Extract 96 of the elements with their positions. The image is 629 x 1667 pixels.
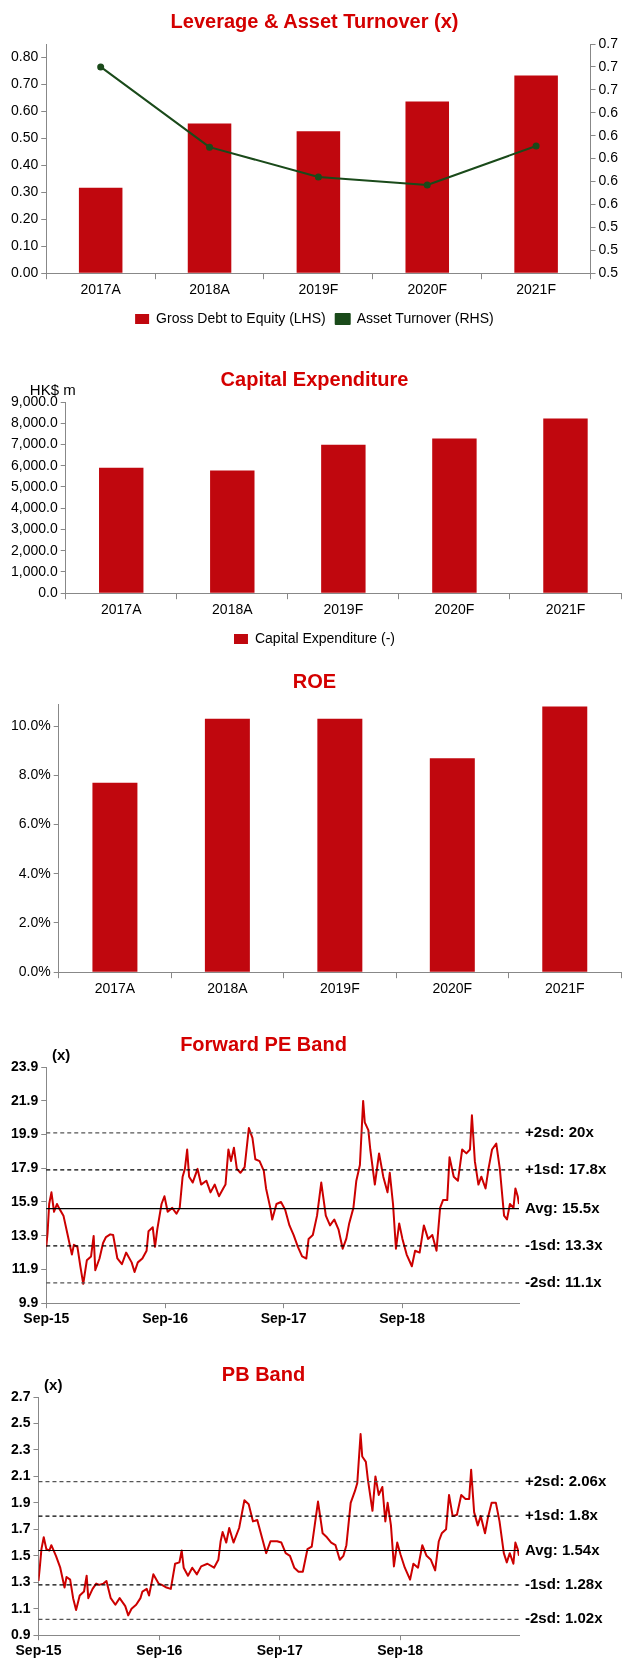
y-tick-label: 0.9: [10, 1626, 31, 1643]
x-tick-label: 2017A: [101, 601, 143, 618]
chart-title: Capital Expenditure: [220, 367, 409, 390]
y-tick-label: 19.9: [11, 1125, 39, 1142]
y-tick-label: 0.50: [11, 129, 39, 146]
y-tick-label: 15.9: [11, 1192, 39, 1209]
x-tick-label: 2019F: [320, 980, 360, 997]
y2-tick-label: 0.7: [598, 80, 619, 97]
ref-line-label: Avg: 15.5x: [525, 1198, 601, 1216]
y2-tick-label: 0.6: [598, 149, 619, 166]
y-tick-label: 11.9: [11, 1260, 39, 1277]
y-tick-label: 9.9: [18, 1294, 39, 1311]
chart-title: PB Band: [221, 1362, 306, 1385]
x-tick-label: 2018A: [207, 980, 249, 997]
y-tick-label: 1.5: [10, 1546, 31, 1563]
x-tick-label: 2020F: [434, 601, 475, 618]
y-tick-label: 1.1: [10, 1599, 31, 1616]
x-tick-label: Sep-18: [379, 1310, 426, 1327]
ref-line-label: +2sd: 2.06x: [525, 1471, 607, 1489]
ref-line-label: -1sd: 13.3x: [525, 1235, 604, 1253]
y-tick-label: 7,000.0: [10, 435, 58, 452]
y-tick-label: 0.20: [11, 210, 39, 227]
x-tick-label: 2021F: [544, 980, 585, 997]
y-tick-label: 0.60: [11, 102, 39, 119]
chart-title: Forward PE Band: [180, 1032, 347, 1055]
y-tick-label: 2.7: [10, 1387, 31, 1404]
y-tick-label: 2.0%: [18, 913, 51, 930]
y-tick-label: 23.9: [11, 1057, 39, 1074]
y-tick-label: 4,000.0: [10, 499, 58, 516]
y-tick-label: 0.0%: [18, 963, 51, 980]
ref-line-label: Avg: 1.54x: [525, 1540, 601, 1558]
x-tick-label: Sep-15: [15, 1642, 62, 1659]
x-tick-label: 2020F: [407, 281, 448, 298]
y-tick-label: 0.70: [11, 75, 39, 92]
y-tick-label: 10.0%: [10, 717, 51, 733]
ref-line-label: -2sd: 11.1x: [525, 1273, 603, 1291]
y-tick-label: 0.00: [11, 264, 39, 281]
x-tick-label: Sep-16: [136, 1642, 183, 1659]
legend-label: Gross Debt to Equity (LHS): [156, 309, 326, 326]
x-tick-label: 2017A: [94, 980, 136, 997]
y-tick-label: 6.0%: [18, 815, 51, 832]
y-tick-label: 0.30: [11, 183, 39, 200]
y-tick-label: 0.10: [11, 237, 39, 254]
ref-line-label: -2sd: 1.02x: [525, 1609, 604, 1627]
y-tick-label: 2.3: [10, 1440, 31, 1457]
x-tick-label: 2019F: [323, 601, 364, 618]
y2-tick-label: 0.5: [598, 264, 619, 281]
y-tick-label: 21.9: [11, 1091, 39, 1108]
y-tick-label: 0.40: [11, 156, 39, 173]
legend-label: Asset Turnover (RHS): [356, 309, 494, 326]
legend-label: Capital Expenditure (-): [254, 629, 396, 646]
ref-line-label: +2sd: 20x: [525, 1122, 595, 1140]
y2-tick-label: 0.7: [598, 57, 619, 74]
chart-title: Leverage & Asset Turnover (x): [170, 9, 459, 32]
y-tick-label: 1.7: [10, 1520, 31, 1537]
y-axis-title: (x): [44, 1375, 63, 1393]
x-tick-label: Sep-17: [256, 1642, 303, 1659]
y2-tick-label: 0.5: [598, 218, 619, 235]
y-axis-title: (x): [51, 1045, 71, 1063]
y-tick-label: 8.0%: [18, 766, 51, 783]
y-tick-label: 1.9: [10, 1493, 31, 1510]
y-tick-label: 17.9: [11, 1159, 39, 1176]
chart-title: ROE: [292, 669, 337, 692]
x-tick-label: Sep-16: [142, 1310, 189, 1327]
ref-line-label: -1sd: 1.28x: [525, 1575, 604, 1593]
y-tick-label: 4.0%: [18, 864, 51, 881]
y-tick-label: 2.5: [10, 1414, 31, 1431]
y-tick-label: 2,000.0: [10, 541, 58, 558]
y-tick-label: 3,000.0: [10, 520, 58, 537]
y-tick-label: 5,000.0: [10, 477, 58, 494]
x-tick-label: Sep-18: [377, 1642, 424, 1659]
y2-tick-label: 0.6: [598, 195, 619, 212]
x-tick-label: 2018A: [212, 601, 254, 618]
x-tick-label: 2020F: [432, 980, 473, 997]
y-tick-label: 0.0: [38, 584, 58, 601]
ref-line-label: +1sd: 17.8x: [525, 1160, 607, 1178]
ref-line-label: +1sd: 1.8x: [525, 1506, 599, 1524]
y2-tick-label: 0.6: [598, 172, 619, 189]
y-tick-label: 6,000.0: [10, 456, 58, 473]
x-tick-label: 2021F: [516, 281, 556, 298]
y-tick-label: 1.3: [10, 1573, 31, 1590]
y-tick-label: 0.80: [11, 48, 39, 65]
y2-tick-label: 0.7: [598, 34, 619, 51]
y2-tick-label: 0.6: [598, 126, 619, 143]
x-tick-label: 2017A: [80, 281, 122, 298]
x-tick-label: 2021F: [545, 601, 586, 618]
y-tick-label: 1,000.0: [10, 562, 58, 579]
y2-tick-label: 0.6: [598, 103, 619, 120]
y-tick-label: 2.1: [10, 1467, 31, 1484]
x-tick-label: Sep-15: [23, 1310, 70, 1327]
y2-tick-label: 0.5: [598, 241, 619, 258]
y-tick-label: 8,000.0: [10, 414, 58, 431]
x-tick-label: 2019F: [298, 281, 339, 298]
x-tick-label: 2018A: [189, 281, 231, 298]
x-tick-label: Sep-17: [260, 1310, 307, 1327]
y-tick-label: 13.9: [11, 1226, 39, 1243]
